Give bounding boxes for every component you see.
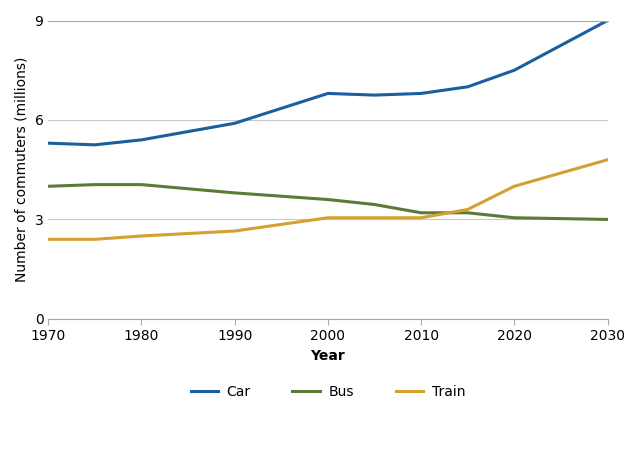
Y-axis label: Number of commuters (millions): Number of commuters (millions) xyxy=(15,57,29,282)
X-axis label: Year: Year xyxy=(310,349,345,363)
Legend: Car, Bus, Train: Car, Bus, Train xyxy=(185,380,471,405)
